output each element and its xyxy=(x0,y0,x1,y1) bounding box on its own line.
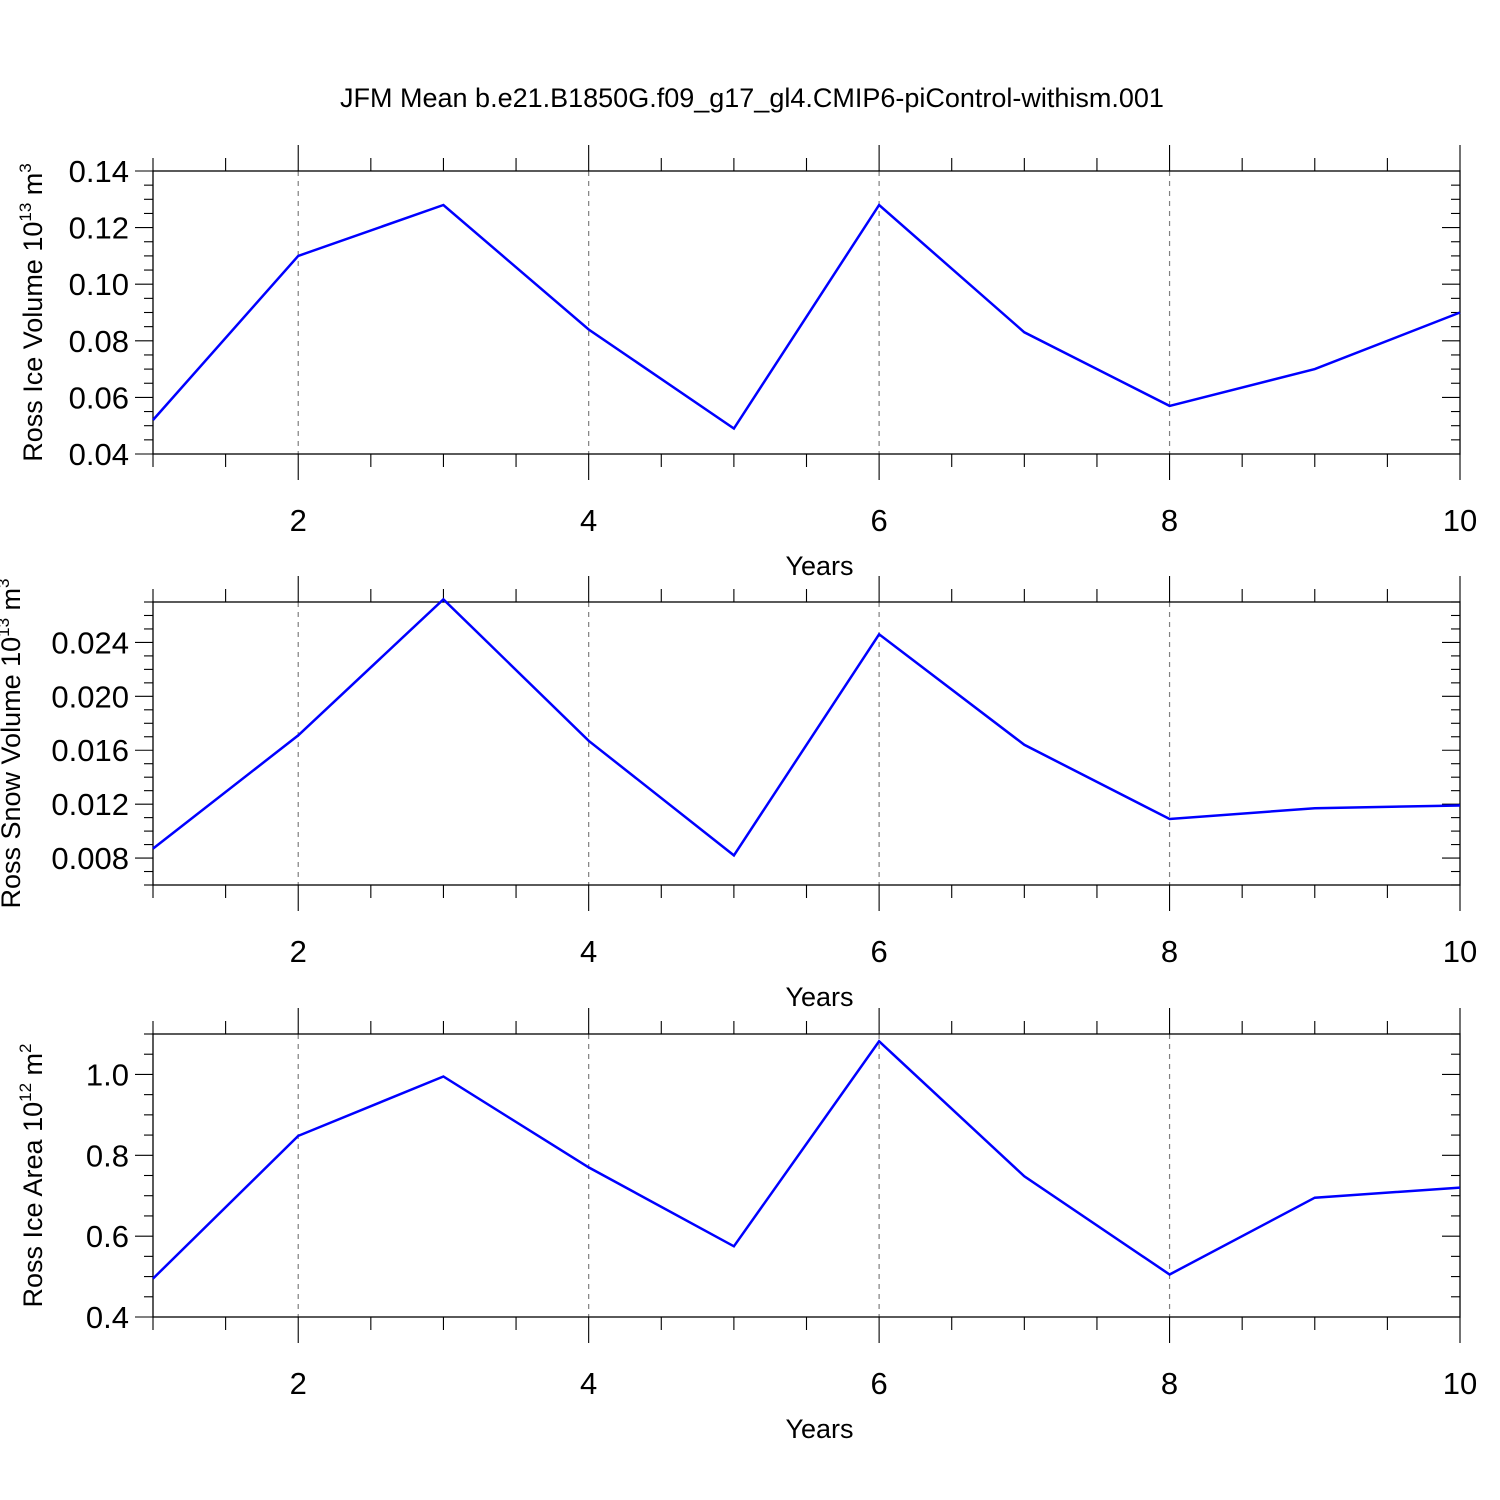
x-axis-title: Years xyxy=(785,1414,853,1444)
panel-1: 2 4 6 8 10 Years 0.04 0.06 0.08 0.10 0.12 0.14 Ross … xyxy=(16,145,1477,581)
y-tick-label: 0.14 xyxy=(69,154,129,189)
y-axis-title-exponent: 13 xyxy=(16,203,35,222)
x-tick-label: 6 xyxy=(870,934,887,969)
y-tick-label: 0.08 xyxy=(69,324,129,359)
x-tick-label: 8 xyxy=(1161,503,1178,538)
y-axis-title-text: Ross Snow Volume 10 xyxy=(0,637,26,909)
y-axis-title-text: Ross Ice Volume 10 xyxy=(18,222,48,462)
plot-frame xyxy=(152,1033,1461,1318)
y-axis-title-unit-exponent: 3 xyxy=(0,578,13,587)
x-axis-title: Years xyxy=(785,551,853,581)
y-tick-label: 0.06 xyxy=(69,380,129,415)
y-axis-title-exponent: 12 xyxy=(16,1083,35,1102)
x-tick-label: 2 xyxy=(290,934,307,969)
y-axis-title: Ross Ice Volume 1013 m3 xyxy=(16,163,48,462)
y-tick-label: 0.024 xyxy=(51,625,129,660)
plot-frame xyxy=(152,170,1461,455)
y-tick-label: 0.008 xyxy=(51,841,129,876)
x-tick-label: 4 xyxy=(580,934,597,969)
series-line xyxy=(152,1039,1461,1280)
y-tick-label: 0.020 xyxy=(51,679,129,714)
x-tick-label: 6 xyxy=(870,503,887,538)
chart-panels: 2 4 6 8 10 Years 0.04 0.06 0.08 0.10 0.12 0.14 Ross … xyxy=(0,145,1477,1444)
chart-title: JFM Mean b.e21.B1850G.f09_g17_gl4.CMIP6-… xyxy=(340,83,1164,113)
x-tick-label: 6 xyxy=(870,1366,887,1401)
y-tick-label: 1.0 xyxy=(86,1057,129,1092)
x-tick-label: 8 xyxy=(1161,1366,1178,1401)
x-tick-label: 10 xyxy=(1443,503,1477,538)
y-axis-title-unit-exponent: 3 xyxy=(16,163,35,172)
series-line xyxy=(152,203,1461,431)
y-tick-label: 0.10 xyxy=(69,267,129,302)
y-axis-title: Ross Ice Area 1012 m2 xyxy=(16,1043,48,1307)
x-tick-label: 2 xyxy=(290,1366,307,1401)
y-tick-label: 0.6 xyxy=(86,1219,129,1254)
y-axis-title-text: Ross Ice Area 10 xyxy=(18,1102,48,1308)
y-axis-title-unit: m xyxy=(18,1053,48,1083)
y-tick-label: 0.04 xyxy=(69,437,129,472)
x-tick-label: 4 xyxy=(580,1366,597,1401)
series-line xyxy=(152,597,1461,858)
y-axis-title-unit: m xyxy=(18,173,48,203)
y-tick-label: 0.016 xyxy=(51,733,129,768)
y-axis-title-unit-exponent: 2 xyxy=(16,1043,35,1052)
panel-2: 2 4 6 8 10 Years 0.008 0.012 0.016 0.020 0.024 Ross… xyxy=(0,576,1477,1012)
x-tick-label: 10 xyxy=(1443,1366,1477,1401)
x-tick-label: 8 xyxy=(1161,934,1178,969)
x-axis-title: Years xyxy=(785,982,853,1012)
y-axis-title-exponent: 13 xyxy=(0,618,13,637)
y-axis-title: Ross Snow Volume 1013 m3 xyxy=(0,578,26,908)
y-tick-label: 0.012 xyxy=(51,787,129,822)
y-tick-label: 0.12 xyxy=(69,211,129,246)
panel-3: 2 4 6 8 10 Years 0.4 0.6 0.8 1.0 Ross Ice Area 101… xyxy=(16,1008,1477,1444)
y-axis-title-unit: m xyxy=(0,588,26,618)
x-tick-label: 10 xyxy=(1443,934,1477,969)
y-tick-label: 0.8 xyxy=(86,1138,129,1173)
x-tick-label: 2 xyxy=(290,503,307,538)
y-tick-label: 0.4 xyxy=(86,1300,129,1335)
x-tick-label: 4 xyxy=(580,503,597,538)
